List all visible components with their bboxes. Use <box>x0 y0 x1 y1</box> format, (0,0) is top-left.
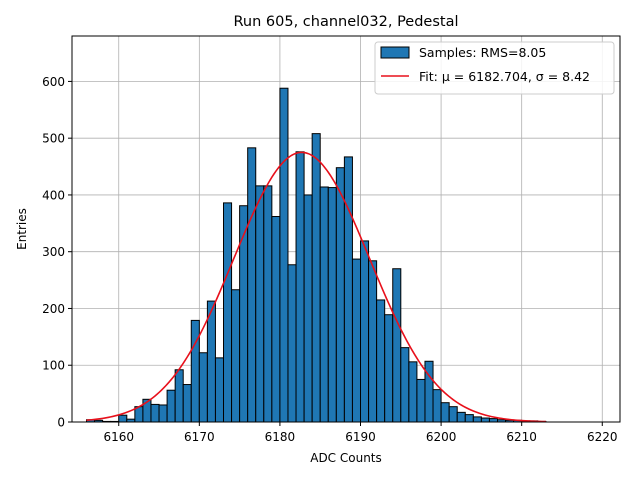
histogram-bar <box>360 240 370 423</box>
histogram-bar <box>214 357 225 423</box>
histogram-bar <box>255 185 265 423</box>
histogram-bar <box>247 147 257 423</box>
x-tick-label: 6190 <box>345 430 376 444</box>
histogram-bar <box>384 314 394 423</box>
histogram-bar <box>368 260 378 423</box>
histogram-bar <box>206 300 216 423</box>
histogram-bar <box>488 418 499 423</box>
x-tick-label: 6170 <box>184 430 215 444</box>
x-axis-title: ADC Counts <box>310 451 382 465</box>
fit-curve <box>86 151 546 423</box>
legend: Samples: RMS=8.05 Fit: μ = 6182.704, σ =… <box>374 41 615 95</box>
histogram-bar <box>311 133 321 423</box>
y-tick-label: 600 <box>42 75 65 89</box>
histogram-bar <box>456 411 466 423</box>
histogram-bar <box>239 205 249 423</box>
y-tick-label: 100 <box>42 359 65 373</box>
histogram-bar <box>416 378 426 423</box>
histogram-bar <box>327 187 337 423</box>
fit-curve-group <box>86 151 546 423</box>
histogram-bar <box>432 389 442 423</box>
histogram-bar <box>182 384 192 423</box>
x-tick-label: 6180 <box>265 430 296 444</box>
histogram-bar <box>174 369 184 423</box>
y-tick-label: 200 <box>42 302 65 316</box>
legend-label-fit: Fit: μ = 6182.704, σ = 8.42 <box>419 69 590 84</box>
histogram-bar <box>335 167 345 423</box>
histogram-bar <box>424 360 434 423</box>
histogram-bar <box>190 319 200 423</box>
y-tick-label: 300 <box>42 245 65 259</box>
legend-box <box>374 41 615 95</box>
legend-label-samples: Samples: RMS=8.05 <box>419 45 546 60</box>
histogram-bar <box>448 406 458 423</box>
y-axis-title: Entries <box>15 208 29 250</box>
histogram-bar <box>303 194 313 423</box>
histogram-bar <box>223 202 233 423</box>
histogram-bar <box>263 185 273 423</box>
histogram-bar <box>118 414 128 423</box>
histogram-bar <box>271 216 281 423</box>
histogram-bar <box>343 156 353 423</box>
y-axis-ticks: 0 100 200 300 400 500 600 <box>42 75 72 430</box>
histogram-bar <box>464 414 474 423</box>
histogram-bar <box>392 268 402 423</box>
histogram-bar <box>376 299 386 423</box>
y-tick-label: 500 <box>42 132 65 146</box>
histogram-bar <box>150 403 160 423</box>
plot-frame <box>71 35 621 423</box>
legend-histogram-swatch <box>380 46 410 59</box>
histogram-bar <box>440 402 450 423</box>
histogram-bar <box>295 151 305 423</box>
histogram-bar <box>198 352 208 423</box>
y-tick-label: 0 <box>57 416 65 430</box>
x-tick-label: 6210 <box>506 430 537 444</box>
x-tick-label: 6200 <box>426 430 457 444</box>
histogram-bars <box>86 87 547 423</box>
histogram-bar <box>158 404 168 423</box>
histogram-bar <box>472 416 482 423</box>
x-axis-ticks: 6160 6170 6180 6190 6200 6210 6220 <box>103 422 618 444</box>
histogram-bar <box>351 258 362 423</box>
x-tick-label: 6160 <box>103 430 134 444</box>
histogram-bar <box>480 417 490 423</box>
histogram-bar <box>231 289 241 423</box>
histogram-bar <box>400 347 410 423</box>
histogram-bar <box>408 361 418 423</box>
histogram-bar <box>287 264 297 423</box>
histogram-bar <box>279 87 289 423</box>
histogram-bar <box>319 186 329 423</box>
y-tick-label: 400 <box>42 188 65 202</box>
histogram-bar <box>166 389 176 423</box>
chart-title: Run 605, channel032, Pedestal <box>233 14 458 30</box>
x-tick-label: 6220 <box>587 430 618 444</box>
